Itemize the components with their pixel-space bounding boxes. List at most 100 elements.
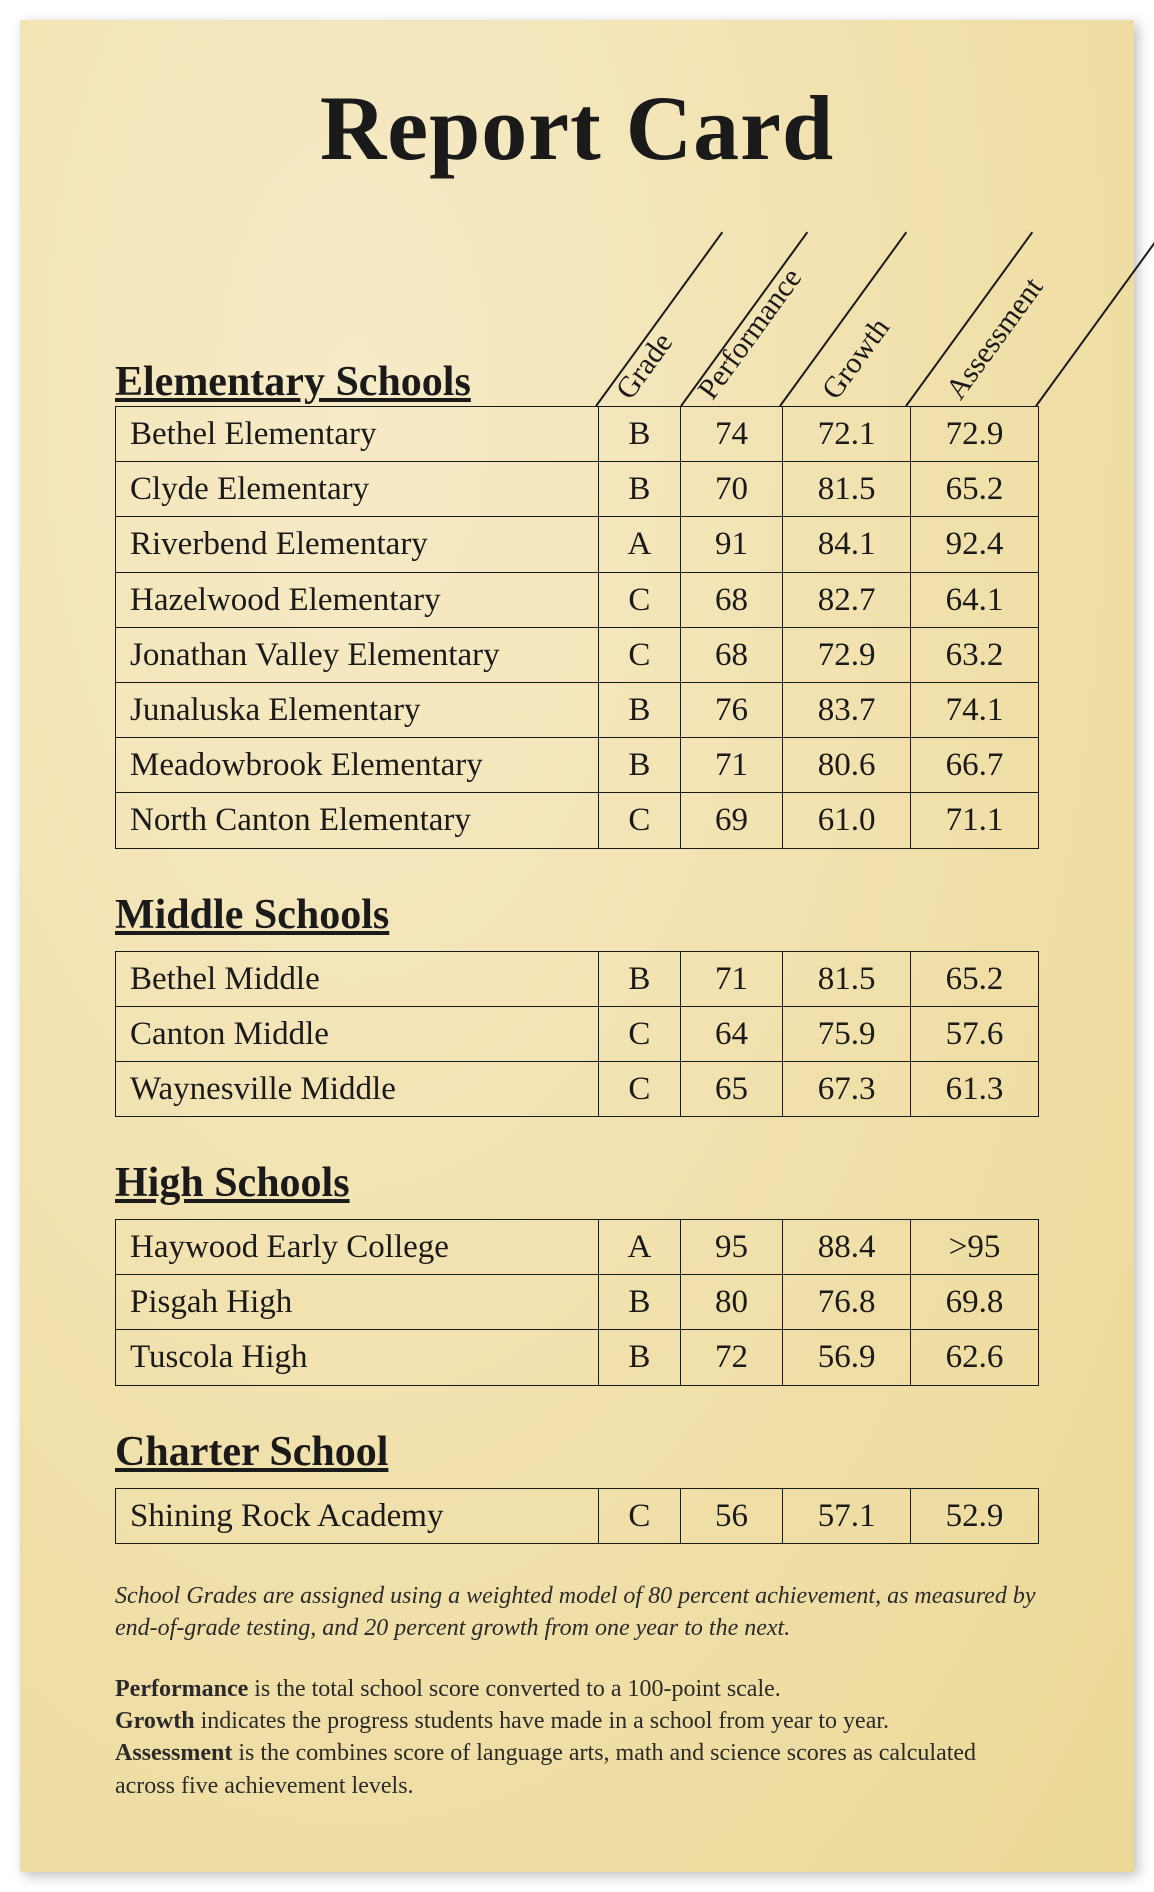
column-headers: Grade Performance Growth Assessment xyxy=(587,191,1107,406)
definition-line: Performance is the total school score co… xyxy=(115,1673,1039,1705)
cell-growth: 72.1 xyxy=(783,407,911,462)
table-row: Bethel ElementaryB7472.172.9 xyxy=(116,407,1039,462)
cell-grade: B xyxy=(598,682,680,737)
cell-school-name: Haywood Early College xyxy=(116,1220,599,1275)
table-row: Haywood Early CollegeA9588.4>95 xyxy=(116,1220,1039,1275)
footnote-definitions: Performance is the total school score co… xyxy=(115,1673,1039,1803)
table-row: Hazelwood ElementaryC6882.764.1 xyxy=(116,572,1039,627)
cell-growth: 61.0 xyxy=(783,793,911,848)
definition-text: is the total school score converted to a… xyxy=(248,1676,781,1702)
cell-growth: 83.7 xyxy=(783,682,911,737)
cell-performance: 72 xyxy=(680,1330,782,1385)
diagonal-header-row: Elementary Schools Grade Performance Gro… xyxy=(115,191,1039,406)
cell-school-name: Tuscola High xyxy=(116,1330,599,1385)
cell-performance: 71 xyxy=(680,738,782,793)
cell-grade: C xyxy=(598,572,680,627)
cell-school-name: Riverbend Elementary xyxy=(116,517,599,572)
cell-growth: 81.5 xyxy=(783,462,911,517)
diag-slash xyxy=(1035,232,1154,407)
cell-assessment: 65.2 xyxy=(911,462,1039,517)
cell-school-name: Jonathan Valley Elementary xyxy=(116,627,599,682)
cell-performance: 68 xyxy=(680,627,782,682)
cell-grade: B xyxy=(598,738,680,793)
cell-performance: 69 xyxy=(680,793,782,848)
cell-assessment: 92.4 xyxy=(911,517,1039,572)
cell-growth: 76.8 xyxy=(783,1275,911,1330)
cell-grade: C xyxy=(598,1006,680,1061)
cell-assessment: 71.1 xyxy=(911,793,1039,848)
cell-school-name: Bethel Elementary xyxy=(116,407,599,462)
cell-school-name: Bethel Middle xyxy=(116,951,599,1006)
cell-assessment: 62.6 xyxy=(911,1330,1039,1385)
definition-term: Assessment xyxy=(115,1740,232,1766)
cell-school-name: North Canton Elementary xyxy=(116,793,599,848)
definition-term: Growth xyxy=(115,1708,195,1734)
cell-grade: B xyxy=(598,1275,680,1330)
cell-school-name: Pisgah High xyxy=(116,1275,599,1330)
table-row: Waynesville MiddleC6567.361.3 xyxy=(116,1061,1039,1116)
footnote-methodology: School Grades are assigned using a weigh… xyxy=(115,1580,1039,1645)
cell-grade: C xyxy=(598,627,680,682)
col-header-grade: Grade xyxy=(609,327,680,406)
cell-assessment: 72.9 xyxy=(911,407,1039,462)
table-row: Pisgah HighB8076.869.8 xyxy=(116,1275,1039,1330)
cell-performance: 74 xyxy=(680,407,782,462)
cell-growth: 80.6 xyxy=(783,738,911,793)
col-header-performance: Performance xyxy=(691,262,809,406)
section-heading: Middle Schools xyxy=(115,891,1039,939)
report-card-page: Report Card Elementary Schools Grade Per… xyxy=(20,20,1134,1872)
cell-performance: 76 xyxy=(680,682,782,737)
cell-grade: C xyxy=(598,793,680,848)
table-row: Shining Rock AcademyC5657.152.9 xyxy=(116,1488,1039,1543)
cell-school-name: Shining Rock Academy xyxy=(116,1488,599,1543)
cell-grade: C xyxy=(598,1061,680,1116)
cell-performance: 95 xyxy=(680,1220,782,1275)
cell-grade: C xyxy=(598,1488,680,1543)
table-row: Junaluska ElementaryB7683.774.1 xyxy=(116,682,1039,737)
col-header-assessment: Assessment xyxy=(939,271,1050,406)
table-row: Bethel MiddleB7181.565.2 xyxy=(116,951,1039,1006)
section-heading: Charter School xyxy=(115,1428,1039,1476)
cell-school-name: Meadowbrook Elementary xyxy=(116,738,599,793)
section-heading: High Schools xyxy=(115,1159,1039,1207)
cell-performance: 65 xyxy=(680,1061,782,1116)
cell-assessment: 64.1 xyxy=(911,572,1039,627)
cell-assessment: 66.7 xyxy=(911,738,1039,793)
cell-assessment: 57.6 xyxy=(911,1006,1039,1061)
cell-growth: 75.9 xyxy=(783,1006,911,1061)
page-title: Report Card xyxy=(115,75,1039,181)
cell-performance: 70 xyxy=(680,462,782,517)
table-row: Meadowbrook ElementaryB7180.666.7 xyxy=(116,738,1039,793)
cell-grade: B xyxy=(598,462,680,517)
cell-school-name: Waynesville Middle xyxy=(116,1061,599,1116)
cell-growth: 57.1 xyxy=(783,1488,911,1543)
definition-term: Performance xyxy=(115,1676,248,1702)
cell-assessment: 61.3 xyxy=(911,1061,1039,1116)
cell-performance: 80 xyxy=(680,1275,782,1330)
section-heading: Elementary Schools xyxy=(115,358,471,406)
cell-assessment: 65.2 xyxy=(911,951,1039,1006)
cell-assessment: 52.9 xyxy=(911,1488,1039,1543)
definition-text: is the combines score of language arts, … xyxy=(115,1740,976,1798)
school-table: Bethel MiddleB7181.565.2Canton MiddleC64… xyxy=(115,951,1039,1118)
cell-assessment: 74.1 xyxy=(911,682,1039,737)
cell-grade: B xyxy=(598,407,680,462)
table-row: Jonathan Valley ElementaryC6872.963.2 xyxy=(116,627,1039,682)
cell-growth: 82.7 xyxy=(783,572,911,627)
cell-school-name: Junaluska Elementary xyxy=(116,682,599,737)
cell-school-name: Hazelwood Elementary xyxy=(116,572,599,627)
table-row: Canton MiddleC6475.957.6 xyxy=(116,1006,1039,1061)
cell-growth: 81.5 xyxy=(783,951,911,1006)
cell-growth: 84.1 xyxy=(783,517,911,572)
cell-grade: B xyxy=(598,1330,680,1385)
table-row: Tuscola HighB7256.962.6 xyxy=(116,1330,1039,1385)
school-table: Bethel ElementaryB7472.172.9Clyde Elemen… xyxy=(115,406,1039,849)
table-row: Clyde ElementaryB7081.565.2 xyxy=(116,462,1039,517)
cell-performance: 64 xyxy=(680,1006,782,1061)
cell-grade: B xyxy=(598,951,680,1006)
school-table: Haywood Early CollegeA9588.4>95Pisgah Hi… xyxy=(115,1219,1039,1386)
cell-school-name: Clyde Elementary xyxy=(116,462,599,517)
cell-growth: 72.9 xyxy=(783,627,911,682)
cell-assessment: 69.8 xyxy=(911,1275,1039,1330)
cell-growth: 88.4 xyxy=(783,1220,911,1275)
